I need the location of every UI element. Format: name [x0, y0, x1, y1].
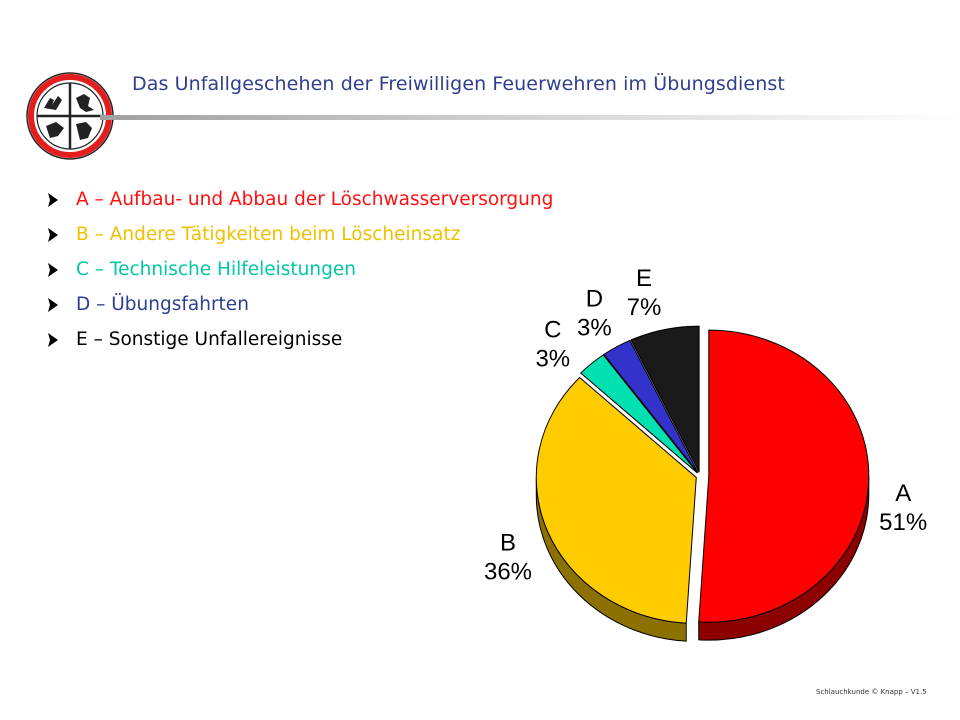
category-legend: A – Aufbau- und Abbau der Löschwasserver…	[48, 182, 553, 357]
footer-note: Schlauchkunde © Knapp – V1.5	[816, 688, 927, 696]
pie-category-label: A	[895, 480, 911, 507]
pie-slice-e	[630, 325, 700, 473]
legend-item: A – Aufbau- und Abbau der Löschwasserver…	[48, 182, 553, 217]
pie-labels: A51%B36%C3%D3%E7%	[484, 265, 927, 585]
legend-item: C – Technische Hilfeleistungen	[48, 252, 553, 287]
pie-slice-d	[603, 339, 699, 473]
pie-value-label: 3%	[577, 315, 612, 342]
arrow-bullet-icon	[48, 192, 58, 207]
pie-slices	[535, 325, 870, 624]
arrow-bullet-icon	[48, 332, 58, 347]
pie-value-label: 3%	[535, 345, 570, 372]
legend-label: D – Übungsfahrten	[76, 294, 249, 315]
legend-item: B – Andere Tätigkeiten beim Löscheinsatz	[48, 217, 553, 252]
legend-label: B – Andere Tätigkeiten beim Löscheinsatz	[76, 224, 461, 245]
legend-label: A – Aufbau- und Abbau der Löschwasserver…	[76, 189, 554, 210]
pie-category-label: C	[544, 316, 561, 343]
page-title: Das Unfallgeschehen der Freiwilligen Feu…	[132, 73, 785, 95]
pie-value-label: 36%	[484, 558, 532, 585]
pie-category-label: D	[586, 286, 603, 313]
legend-item: E – Sonstige Unfallereignisse	[48, 322, 553, 357]
legend-label: E – Sonstige Unfallereignisse	[76, 329, 343, 350]
pie-category-label: B	[500, 529, 516, 556]
pie-value-label: 51%	[879, 509, 927, 536]
legend-item: D – Übungsfahrten	[48, 287, 553, 322]
fire-brigade-emblem-logo	[26, 72, 114, 160]
arrow-bullet-icon	[48, 227, 58, 242]
pie-value-label: 7%	[627, 294, 662, 321]
arrow-bullet-icon	[48, 297, 58, 312]
arrow-bullet-icon	[48, 262, 58, 277]
pie-slice-b	[535, 376, 697, 624]
header-rule	[100, 115, 960, 120]
pie-slice-c	[579, 354, 698, 474]
pie-slice-a	[698, 329, 870, 623]
pie-category-label: E	[636, 265, 652, 292]
legend-label: C – Technische Hilfeleistungen	[76, 259, 356, 280]
